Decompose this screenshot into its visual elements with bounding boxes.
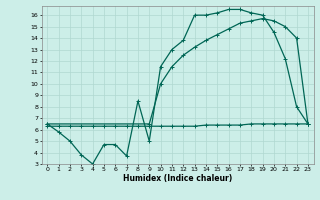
- X-axis label: Humidex (Indice chaleur): Humidex (Indice chaleur): [123, 174, 232, 183]
